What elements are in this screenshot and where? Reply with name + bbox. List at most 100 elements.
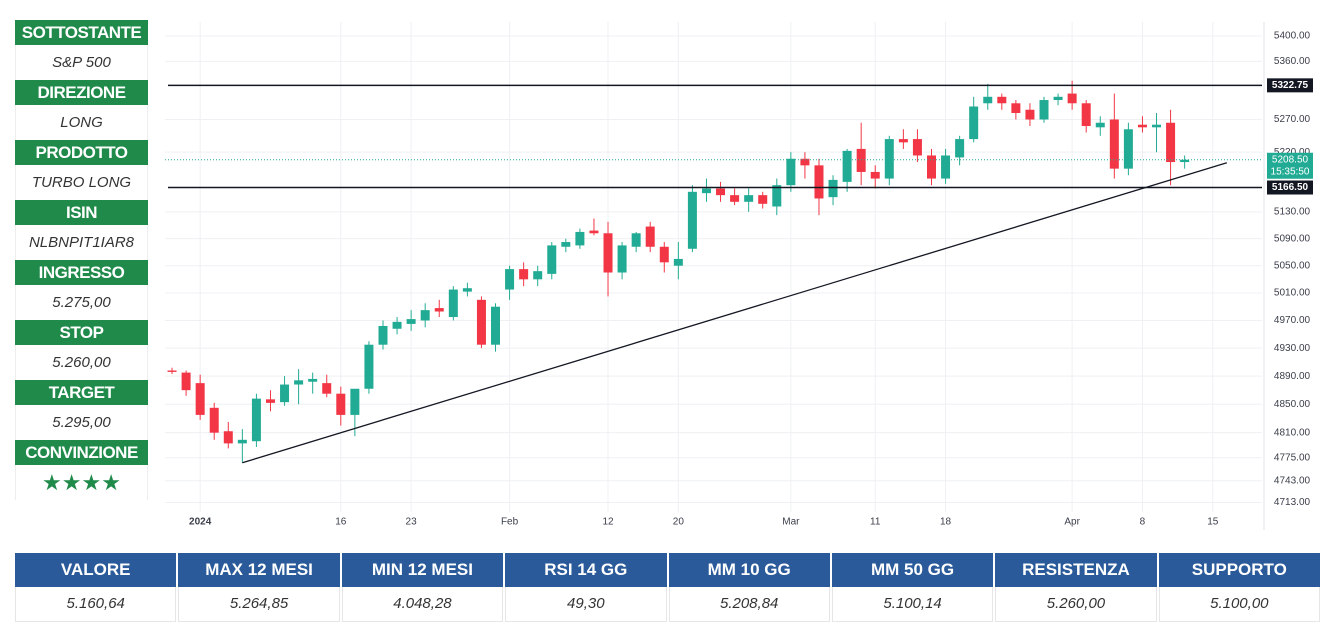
sidebar-label: PRODOTTO xyxy=(15,140,148,165)
table-header: MM 50 GG xyxy=(831,553,994,587)
x-tick-label: 12 xyxy=(602,517,614,528)
x-tick-label: Mar xyxy=(782,517,800,528)
level-label: 5322.75 xyxy=(1272,80,1309,91)
candle-body xyxy=(800,158,810,166)
y-tick-label: 5010.00 xyxy=(1274,288,1311,299)
candle-body xyxy=(195,383,205,415)
candle-body xyxy=(350,388,360,415)
candle-body xyxy=(336,393,346,415)
candle-body xyxy=(364,344,374,389)
candle-body xyxy=(758,195,768,204)
candle-body xyxy=(476,299,486,345)
x-tick-label: 16 xyxy=(335,517,347,528)
y-tick-label: 5220.00 xyxy=(1274,147,1311,158)
candle-body xyxy=(814,165,824,199)
candle-body xyxy=(716,188,726,196)
candle-body xyxy=(1067,93,1077,104)
x-tick-label: Feb xyxy=(501,517,519,528)
candle-body xyxy=(265,399,275,403)
candle-body xyxy=(251,398,261,442)
candle-body xyxy=(955,139,965,158)
x-tick-label: Apr xyxy=(1064,517,1080,528)
candle-body xyxy=(322,383,332,394)
candle-body xyxy=(280,384,290,403)
table-header: MAX 12 MESI xyxy=(178,553,340,587)
candle-body xyxy=(223,431,233,444)
sidebar: SOTTOSTANTE S&P 500 DIREZIONE LONG PRODOTTO T… xyxy=(15,20,148,500)
candle-body xyxy=(294,380,304,385)
candle-body xyxy=(701,188,711,194)
y-tick-label: 4743.00 xyxy=(1274,475,1311,486)
trendline xyxy=(242,162,1228,464)
y-tick-label: 5130.00 xyxy=(1274,206,1311,217)
candle-body xyxy=(420,310,430,321)
table-header: MM 10 GG xyxy=(668,553,830,587)
x-tick-label: 18 xyxy=(940,517,952,528)
candle-body xyxy=(434,308,444,312)
x-tick-label: 23 xyxy=(406,517,418,528)
sidebar-value: TURBO LONG xyxy=(15,165,148,200)
x-tick-label: 8 xyxy=(1140,517,1146,528)
candle-body xyxy=(1011,103,1021,113)
candle-body xyxy=(448,289,458,318)
y-tick-label: 5090.00 xyxy=(1274,233,1311,244)
candle-body xyxy=(181,372,191,391)
candle-body xyxy=(406,319,416,324)
candle-body xyxy=(673,258,683,266)
y-tick-label: 4970.00 xyxy=(1274,315,1311,326)
candle-body xyxy=(392,321,402,329)
y-tick-label: 4930.00 xyxy=(1274,343,1311,354)
sidebar-value: 5.295,00 xyxy=(15,405,148,440)
table-cell: 4.048,28 xyxy=(341,587,504,622)
candle-body xyxy=(617,245,627,273)
table-header: MIN 12 MESI xyxy=(341,553,504,587)
table-cell: 5.260,00 xyxy=(995,587,1157,622)
candle-body xyxy=(997,96,1007,104)
x-tick-label: 15 xyxy=(1207,517,1219,528)
candle-body xyxy=(603,233,613,273)
level-tag xyxy=(1267,78,1313,93)
sidebar-value: NLBNPIT1IAR8 xyxy=(15,225,148,260)
table-cell: 5.100,00 xyxy=(1158,587,1320,622)
candle-body xyxy=(645,226,655,247)
candle-body xyxy=(533,271,543,280)
candle-body xyxy=(308,378,318,382)
sidebar-label: TARGET xyxy=(15,380,148,405)
candle-body xyxy=(631,233,641,247)
candle-body xyxy=(209,407,219,433)
candle-body xyxy=(491,306,501,345)
table-cell: 5.100,14 xyxy=(831,587,994,622)
sidebar-value: LONG xyxy=(15,105,148,140)
level-label: 5166.50 xyxy=(1272,182,1309,193)
table-header: RESISTENZA xyxy=(995,553,1157,587)
candle-body xyxy=(505,269,515,290)
y-tick-label: 4810.00 xyxy=(1274,427,1311,438)
candle-body xyxy=(898,139,908,143)
candle-body xyxy=(1109,119,1119,169)
sidebar-label: INGRESSO xyxy=(15,260,148,285)
candle-body xyxy=(884,139,894,179)
candle-body xyxy=(969,106,979,140)
y-tick-label: 4890.00 xyxy=(1274,371,1311,382)
last-price-tag xyxy=(1267,152,1313,179)
y-tick-label: 5050.00 xyxy=(1274,260,1311,271)
candle-body xyxy=(1095,122,1105,128)
sidebar-value: S&P 500 xyxy=(15,45,148,80)
candle-body xyxy=(983,96,993,104)
y-tick-label: 5360.00 xyxy=(1274,56,1311,67)
candle-body xyxy=(1053,96,1063,101)
y-tick-label: 4775.00 xyxy=(1274,452,1311,463)
candle-body xyxy=(237,439,247,444)
candle-body xyxy=(842,150,852,182)
table-cell: 49,30 xyxy=(505,587,667,622)
countdown-label: 15:35:50 xyxy=(1271,166,1310,177)
sidebar-value: ★★★★ xyxy=(15,465,148,500)
sidebar-value: 5.260,00 xyxy=(15,345,148,380)
candle-body xyxy=(378,325,388,345)
y-tick-label: 4713.00 xyxy=(1274,497,1311,508)
candle-body xyxy=(1081,103,1091,127)
candle-body xyxy=(941,155,951,179)
candle-body xyxy=(772,185,782,207)
candle-body xyxy=(926,155,936,179)
